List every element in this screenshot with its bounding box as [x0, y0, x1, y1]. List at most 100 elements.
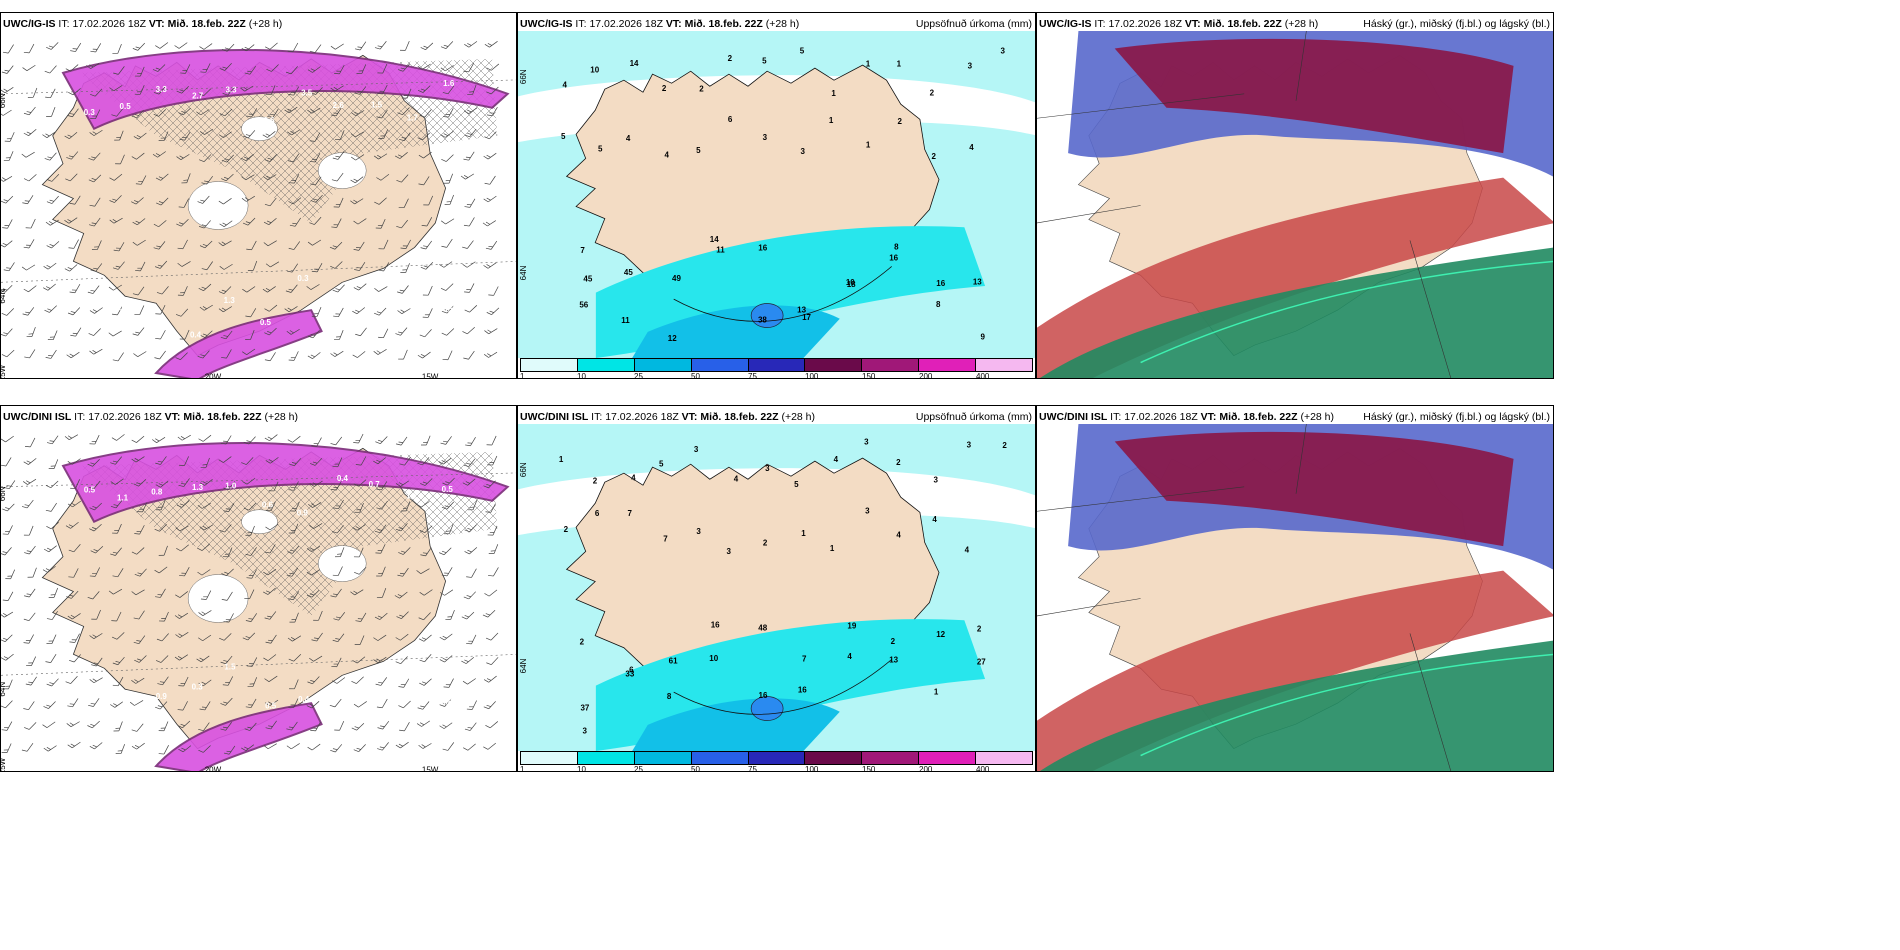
wind-barb	[354, 635, 365, 645]
precip-value-label: 1	[897, 59, 902, 68]
precip-value-label: 8	[894, 243, 899, 252]
wind-barb	[22, 195, 34, 205]
precip-value-label: 4	[969, 143, 974, 152]
wind-barb	[419, 329, 432, 338]
precip-value-label: 38	[758, 316, 767, 325]
wind-barb	[135, 261, 146, 272]
wind-barb	[378, 129, 389, 139]
wind-barb	[112, 568, 124, 578]
wind-barb	[376, 500, 388, 510]
wind-barb	[218, 286, 232, 294]
wind-barb	[416, 720, 431, 727]
precip-value-label: 2	[580, 637, 585, 646]
wind-barb	[439, 633, 453, 641]
legend-swatch	[521, 359, 578, 371]
wind-barb	[264, 352, 276, 362]
wind-barb	[395, 327, 408, 336]
wind-barb	[485, 240, 498, 250]
legend-tick-label: 100	[805, 372, 819, 379]
wind-barb	[221, 154, 235, 163]
wind-barb	[178, 107, 191, 116]
wind-barb	[398, 349, 408, 360]
wind-barb	[439, 547, 452, 556]
wind-barb	[198, 610, 212, 616]
wind-barb	[133, 610, 145, 620]
precip-value-label: 3	[968, 62, 973, 71]
wind-barb	[440, 436, 452, 445]
precip-value-label: 1.7	[407, 113, 419, 122]
wind-barb	[67, 698, 79, 708]
wind-barb	[174, 42, 188, 49]
wind-barb	[153, 86, 166, 95]
wind-barb	[488, 286, 499, 296]
wind-barb	[462, 678, 476, 685]
wind-barb	[288, 523, 299, 534]
wind-barb	[245, 308, 257, 318]
wind-barb	[355, 456, 367, 466]
precip-value-label: 2	[896, 458, 901, 467]
wind-barb	[263, 743, 277, 750]
wind-barb	[352, 656, 366, 664]
wind-barb	[439, 722, 453, 729]
wind-barb	[1, 240, 13, 248]
wind-barb	[159, 611, 169, 622]
wind-barb	[439, 261, 453, 268]
panel-title: UWC/DINI ISL IT: 17.02.2026 18Z VT: Mið.…	[3, 411, 299, 423]
wind-barb	[353, 479, 367, 487]
wind-barb	[333, 307, 344, 318]
wind-barb	[398, 547, 411, 555]
wind-barb	[153, 109, 167, 117]
wind-barb	[1, 86, 14, 94]
wind-barb	[87, 720, 100, 729]
wind-barb	[443, 173, 453, 184]
wind-barb	[306, 546, 321, 552]
wind-barb	[64, 217, 78, 224]
legend-swatch	[691, 752, 749, 764]
wind-barb	[46, 610, 58, 620]
precip-value-label: 0.9	[297, 508, 309, 517]
wind-barb	[69, 654, 82, 663]
wind-barb	[21, 151, 35, 158]
legend-swatch	[577, 359, 635, 371]
wind-barb	[45, 502, 57, 512]
wind-barb	[112, 352, 124, 362]
wind-barb	[68, 88, 81, 96]
wind-barb	[483, 701, 496, 710]
wind-barb	[264, 304, 278, 312]
wind-barb	[221, 173, 234, 182]
wind-barb	[286, 263, 299, 273]
wind-barb	[132, 42, 146, 51]
contour-line	[673, 266, 892, 322]
wind-barb	[306, 284, 320, 290]
wind-barb	[423, 195, 434, 206]
legend-swatch	[805, 359, 863, 371]
precip-value-label: 0.9	[156, 692, 168, 701]
wind-barb	[64, 264, 78, 272]
precip-value-label: 5	[561, 132, 566, 141]
wind-barb	[418, 634, 432, 642]
wind-barb	[23, 285, 37, 293]
wind-barb	[263, 568, 277, 576]
wind-barb	[48, 587, 59, 598]
precip-value-label: 3.5	[301, 89, 313, 98]
wind-barb	[288, 197, 302, 205]
wind-barb	[330, 43, 344, 50]
legend-tick-label: 10	[577, 372, 586, 379]
wind-barb	[464, 524, 477, 533]
wind-barb	[484, 41, 498, 48]
wind-barb	[396, 174, 409, 183]
wind-barb	[246, 240, 257, 251]
panel-title: UWC/IG-IS IT: 17.02.2026 18Z VT: Mið. 18…	[3, 18, 283, 30]
wind-barb	[378, 328, 389, 339]
precip-value-label: 1	[866, 59, 871, 68]
wind-barb	[220, 330, 233, 340]
wind-barb	[309, 153, 321, 163]
wind-barb	[484, 328, 498, 335]
border-line	[1037, 93, 1245, 119]
axis-label: 66N	[519, 462, 528, 477]
precip-value-label: 1	[830, 544, 835, 553]
wind-barb	[240, 85, 254, 92]
wind-barb	[198, 220, 211, 229]
wind-barb	[241, 195, 255, 202]
wind-barb	[484, 175, 496, 185]
